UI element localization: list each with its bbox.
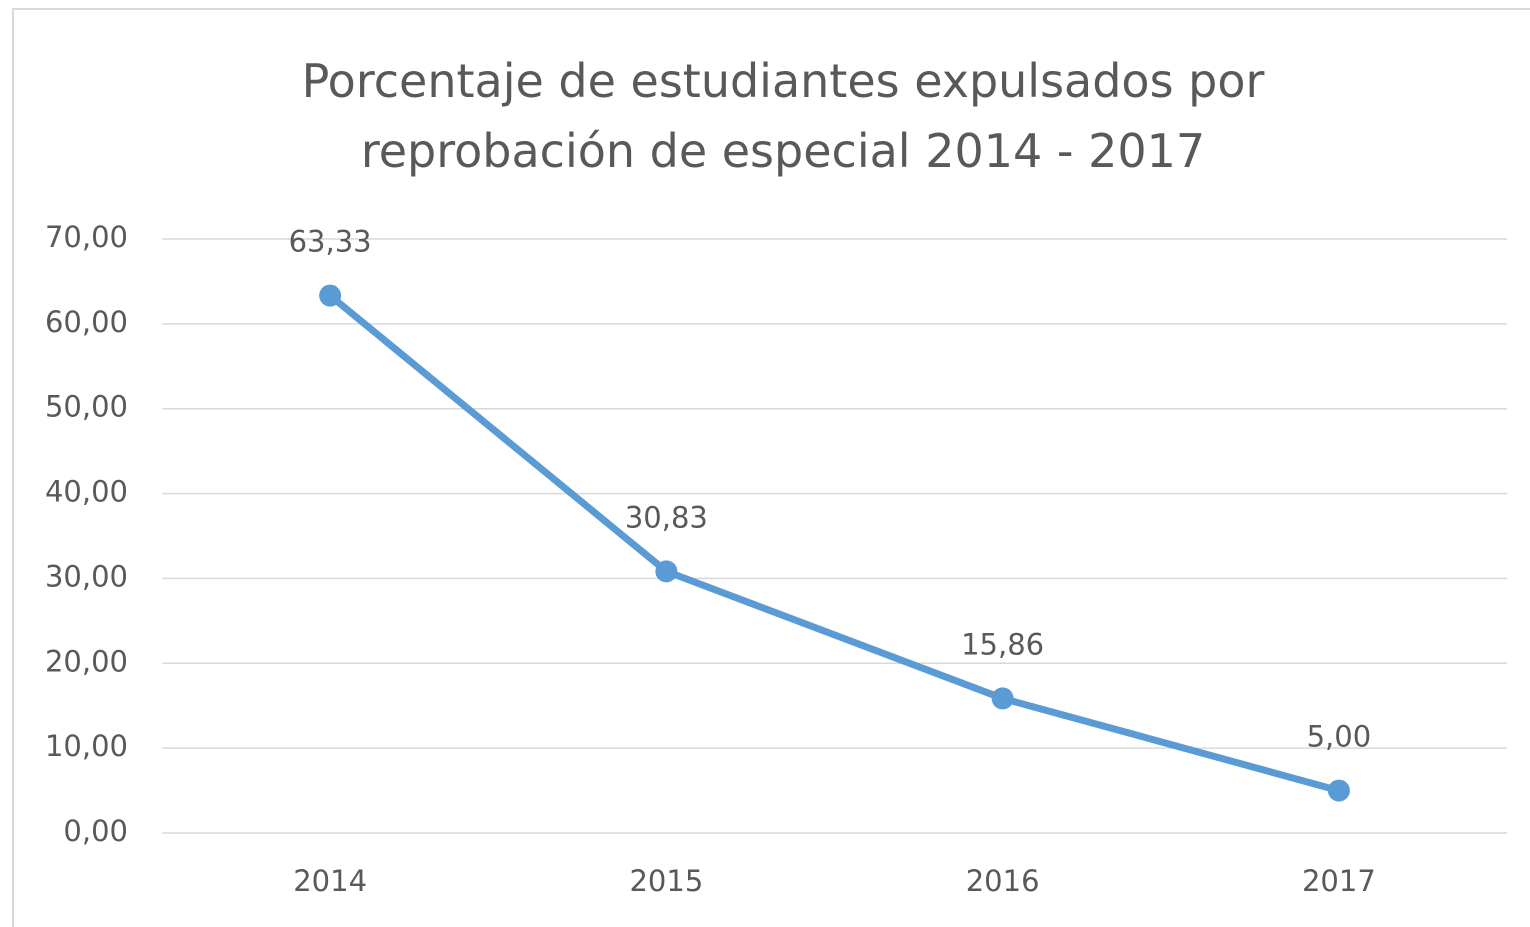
y-tick-label: 0,00 — [63, 814, 128, 848]
marker — [319, 284, 342, 307]
x-tick-label: 2016 — [966, 864, 1040, 898]
y-tick-label: 20,00 — [45, 644, 128, 678]
x-tick-label: 2014 — [293, 864, 367, 898]
line — [327, 292, 1340, 794]
chart-title: Porcentaje de estudiantes expulsados por… — [301, 54, 1265, 178]
marker — [991, 687, 1014, 710]
data-label: 63,33 — [289, 225, 372, 259]
chart-border — [12, 8, 1530, 927]
y-tick-label: 40,00 — [45, 475, 128, 509]
x-tick-label: 2015 — [629, 864, 703, 898]
y-tick-label: 50,00 — [45, 390, 128, 424]
marker — [655, 560, 678, 583]
y-tick-label: 10,00 — [45, 729, 128, 763]
y-tick-label: 70,00 — [45, 220, 128, 254]
y-tick-label: 60,00 — [45, 305, 128, 339]
data-label: 15,86 — [961, 627, 1044, 661]
data-label: 5,00 — [1307, 720, 1372, 754]
data-label: 30,83 — [625, 500, 708, 534]
marker — [1327, 779, 1350, 802]
y-tick-label: 30,00 — [45, 559, 128, 593]
x-tick-label: 2017 — [1302, 864, 1376, 898]
